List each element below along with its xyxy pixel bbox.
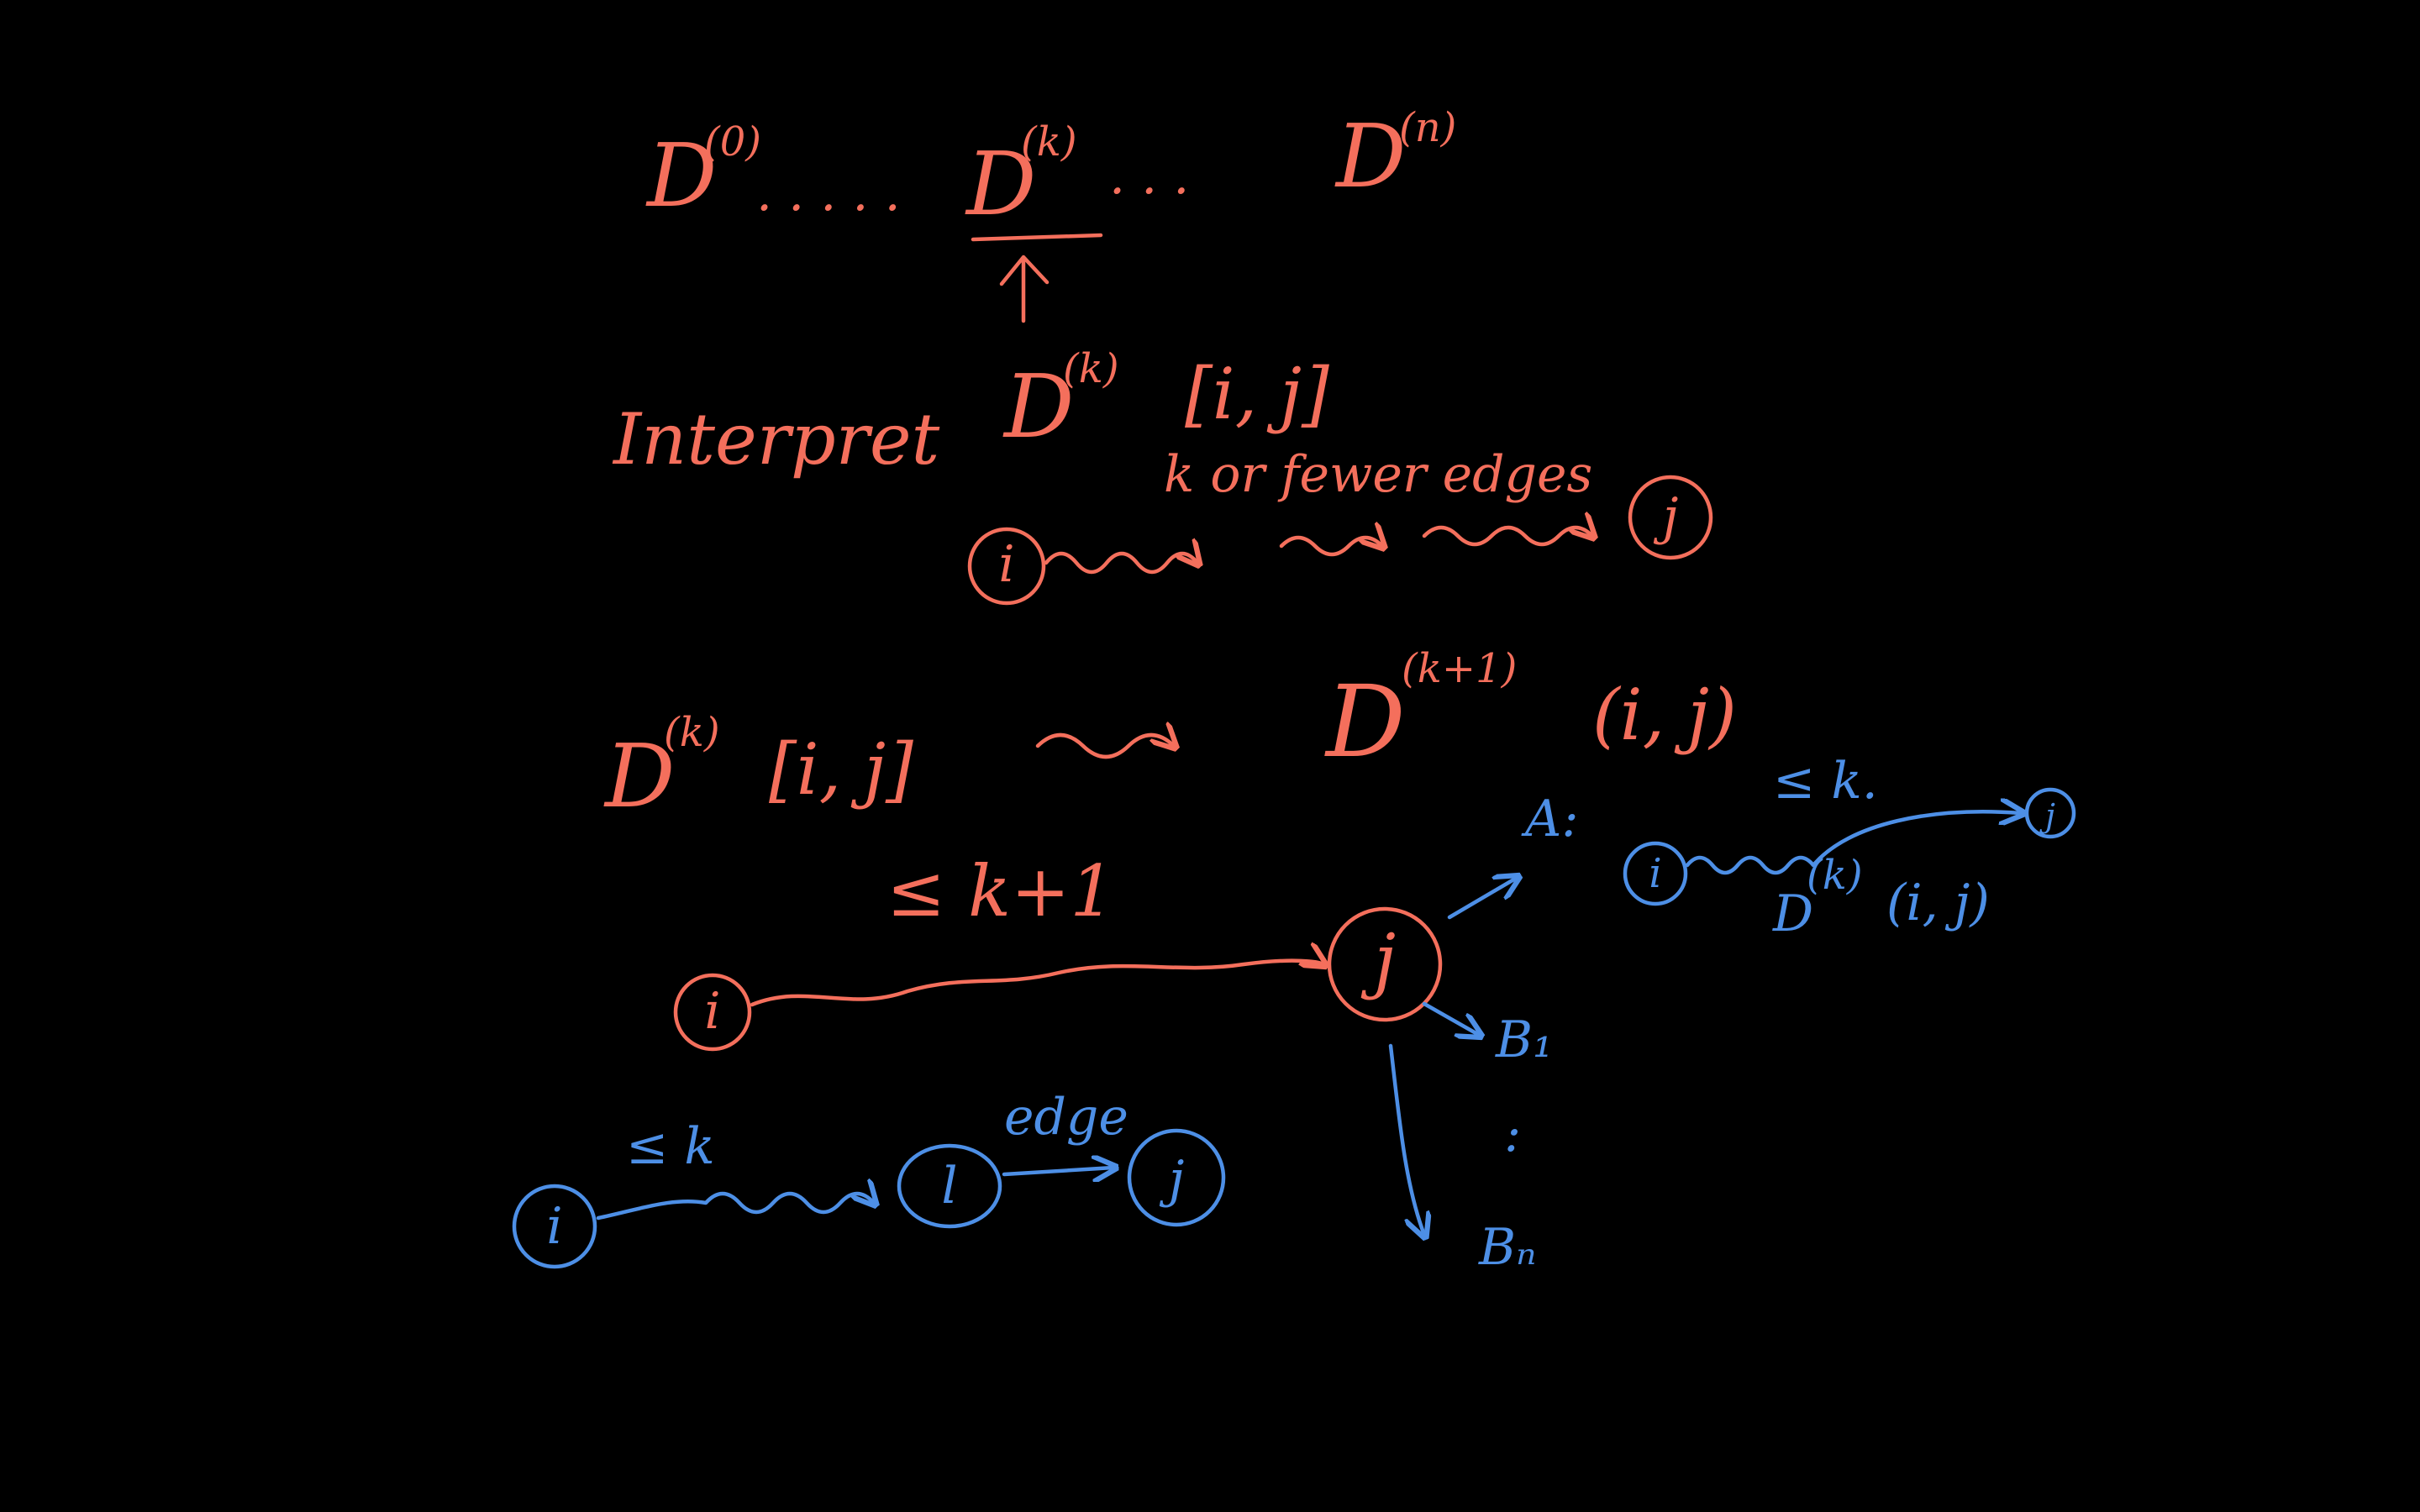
case-b-node-end-label: j [1160,1150,1185,1209]
case-a-value-index: (i, j) [1886,874,1990,932]
red-path: ≤ k+1 i j [676,850,1440,1049]
case-a-node-end-label: j [2039,797,2055,834]
interpret-index: [i, j] [1185,353,1329,435]
branch-b1-label: B₁ [1495,1011,1553,1069]
transition-left-index: [i, j] [769,728,913,811]
sequence-dots-right: . . . [1109,147,1189,206]
case-b: ≤ k edge i l j [514,1088,1223,1267]
transition-right-superscript: (k+1) [1402,645,1517,692]
red-node-end-label: j [1360,919,1396,1001]
red-path-label: ≤ k+1 [886,850,1115,932]
transition-right-index: (i, j) [1592,674,1737,756]
dn-base: D [1334,105,1406,207]
dk-underline [973,235,1101,239]
interpret-node-end-label: j [1654,487,1679,546]
d0-superscript: (0) [704,118,761,165]
case-b-path-label: ≤ k [626,1117,715,1176]
interpret-path-segment-3 [1424,528,1592,544]
interpret-word: Interpret [612,398,940,480]
interpret-node-start-label: i [998,535,1014,594]
case-a-value-superscript: (k) [1807,852,1863,899]
interpret-path-segment-1 [1046,554,1197,572]
case-a-label: ≤ k. [1773,752,1878,811]
branch-bn-label: Bₙ [1478,1218,1536,1277]
dn-superscript: (n) [1399,104,1456,151]
case-b-node-mid-label: l [941,1157,957,1215]
interpret-path-segment-2 [1281,538,1382,554]
matrix-sequence: D (0) . . . . . D (k) . . . D (n) [645,104,1456,321]
transition-right-base: D [1324,664,1406,780]
case-b-node-start-label: i [546,1197,562,1256]
transition-left-superscript: (k) [664,709,720,756]
branch-arrow-a [1449,878,1517,917]
branch-a-label: A: [1521,790,1579,848]
interpret-d-superscript: (k) [1063,345,1119,392]
transition-arrow [1038,735,1174,757]
interpret-path-label: k or fewer edges [1164,445,1592,504]
interpretation: Interpret D (k) [i, j] k or fewer edges … [612,345,1711,603]
branches: A: B₁ : Bₙ [1391,790,1579,1277]
branch-arrow-b1 [1424,1004,1479,1035]
branch-arrow-bn [1391,1046,1424,1235]
case-b-edge-label: edge [1004,1088,1128,1147]
red-path-line [752,961,1323,1005]
red-node-start-label: i [704,982,720,1041]
sequence-dots-left: . . . . . [756,164,901,223]
case-a-node-start-label: i [1649,850,1661,897]
branch-vdots: : [1504,1105,1521,1163]
dk-up-arrow [1002,257,1047,321]
case-b-edge-arrow [1004,1168,1113,1174]
case-b-path [598,1194,874,1218]
dk-superscript: (k) [1021,118,1077,165]
case-a: ≤ k. i j D (k) (i, j) [1625,752,2074,943]
